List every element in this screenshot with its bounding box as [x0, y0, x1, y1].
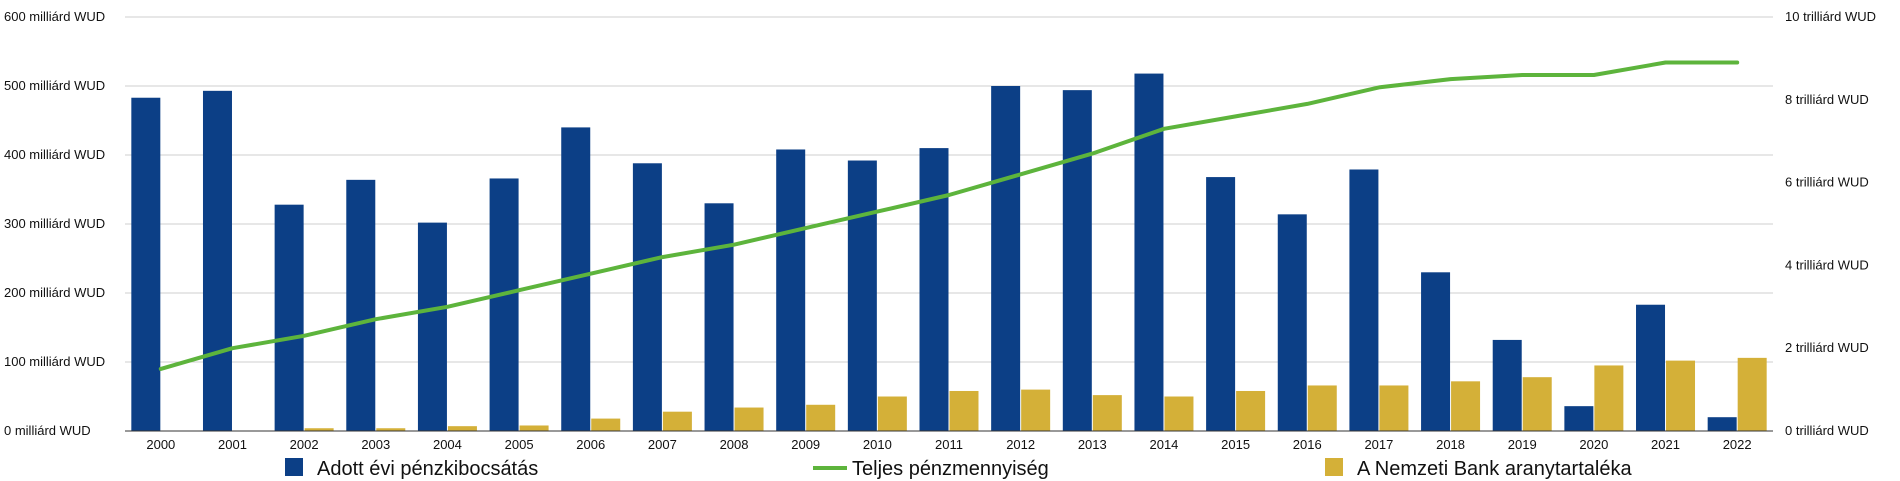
- bar-aranytartalek: [1522, 377, 1552, 431]
- x-tick-label: 2006: [576, 437, 605, 452]
- y-left-tick-label: 300 milliárd WUD: [4, 216, 105, 231]
- x-tick-label: 2016: [1293, 437, 1322, 452]
- y-left-tick-label: 600 milliárd WUD: [4, 9, 105, 24]
- gridlines: [125, 16, 1773, 432]
- bar-aranytartalek: [877, 396, 907, 431]
- y-left-tick-label: 100 milliárd WUD: [4, 354, 105, 369]
- y-right-tick-label: 4 trilliárd WUD: [1785, 257, 1869, 272]
- x-tick-label: 2013: [1078, 437, 1107, 452]
- bars: [131, 73, 1767, 432]
- legend-label: Teljes pénzmennyiség: [852, 458, 1049, 480]
- bar-penzkibocsatas: [1492, 339, 1522, 431]
- x-tick-label: 2005: [505, 437, 534, 452]
- x-tick-label: 2001: [218, 437, 247, 452]
- bar-penzkibocsatas: [1349, 169, 1379, 432]
- bar-aranytartalek: [591, 418, 621, 431]
- bar-aranytartalek: [1021, 389, 1051, 431]
- bar-aranytartalek: [1451, 381, 1481, 431]
- bar-penzkibocsatas: [489, 178, 519, 431]
- x-tick-label: 2014: [1149, 437, 1178, 452]
- bar-aranytartalek: [1164, 396, 1194, 431]
- x-tick-label: 2007: [648, 437, 677, 452]
- bar-penzkibocsatas: [1277, 214, 1307, 431]
- bar-aranytartalek: [949, 390, 979, 431]
- x-tick-label: 2011: [935, 437, 963, 452]
- axes: 0 milliárd WUD 100 milliárd WUD 200 milliá…: [4, 9, 1876, 452]
- x-tick-label: 2003: [361, 437, 390, 452]
- y-left-tick-label: 500 milliárd WUD: [4, 78, 105, 93]
- y-right-tick-label: 2 trilliárd WUD: [1785, 340, 1869, 355]
- bar-aranytartalek: [1737, 357, 1767, 431]
- bar-penzkibocsatas: [1564, 406, 1594, 431]
- bar-aranytartalek: [376, 428, 406, 431]
- legend: Adott évi pénzkibocsátás Teljes pénzmenny…: [285, 458, 1632, 480]
- x-tick-label: 2018: [1436, 437, 1465, 452]
- bar-penzkibocsatas: [919, 148, 949, 431]
- bar-aranytartalek: [1594, 365, 1624, 431]
- bar-aranytartalek: [447, 426, 477, 431]
- bar-penzkibocsatas: [274, 204, 304, 431]
- x-tick-label: 2019: [1508, 437, 1537, 452]
- bar-aranytartalek: [1092, 395, 1122, 431]
- bar-penzkibocsatas: [704, 203, 734, 431]
- bar-aranytartalek: [1307, 385, 1337, 431]
- bar-penzkibocsatas: [1707, 417, 1737, 431]
- legend-label: A Nemzeti Bank aranytartaléka: [1357, 458, 1632, 480]
- bar-penzkibocsatas: [632, 163, 662, 431]
- bar-penzkibocsatas: [847, 160, 877, 431]
- legend-swatch: [1325, 458, 1343, 476]
- y-right-tick-label: 10 trilliárd WUD: [1785, 9, 1876, 24]
- bar-penzkibocsatas: [202, 90, 232, 431]
- x-tick-label: 2004: [433, 437, 462, 452]
- legend-swatch: [285, 458, 303, 476]
- bar-penzkibocsatas: [417, 222, 447, 431]
- y-right-tick-label: 0 trilliárd WUD: [1785, 423, 1869, 438]
- bar-penzkibocsatas: [1636, 304, 1666, 431]
- x-tick-label: 2022: [1723, 437, 1752, 452]
- bar-penzkibocsatas: [776, 149, 806, 432]
- y-right-tick-label: 8 trilliárd WUD: [1785, 92, 1869, 107]
- line-series: [158, 60, 1740, 371]
- bar-penzkibocsatas: [346, 179, 376, 431]
- bar-penzkibocsatas: [991, 86, 1021, 431]
- bar-aranytartalek: [304, 428, 334, 431]
- bar-aranytartalek: [1379, 385, 1409, 431]
- x-tick-label: 2021: [1651, 437, 1680, 452]
- bar-penzkibocsatas: [1421, 272, 1451, 431]
- bar-penzkibocsatas: [1062, 90, 1092, 431]
- x-tick-label: 2008: [720, 437, 749, 452]
- line-teljes-penzmennyiseg: [158, 60, 1740, 371]
- x-tick-label: 2017: [1364, 437, 1393, 452]
- x-tick-label: 2020: [1579, 437, 1608, 452]
- y-left-tick-label: 0 milliárd WUD: [4, 423, 91, 438]
- bar-aranytartalek: [806, 404, 836, 431]
- legend-label: Adott évi pénzkibocsátás: [317, 458, 538, 480]
- y-left-tick-label: 200 milliárd WUD: [4, 285, 105, 300]
- bar-penzkibocsatas: [1206, 177, 1236, 431]
- x-tick-label: 2000: [146, 437, 175, 452]
- x-tick-label: 2010: [863, 437, 892, 452]
- bar-aranytartalek: [1666, 360, 1696, 431]
- bar-aranytartalek: [1236, 390, 1266, 431]
- bar-penzkibocsatas: [131, 97, 161, 431]
- y-left-tick-label: 400 milliárd WUD: [4, 147, 105, 162]
- x-tick-label: 2009: [791, 437, 820, 452]
- bar-penzkibocsatas: [1134, 73, 1164, 431]
- x-tick-label: 2012: [1006, 437, 1035, 452]
- x-tick-label: 2002: [290, 437, 319, 452]
- bar-aranytartalek: [662, 411, 692, 431]
- bar-aranytartalek: [519, 425, 549, 431]
- y-right-tick-label: 6 trilliárd WUD: [1785, 175, 1869, 190]
- bar-aranytartalek: [734, 407, 764, 431]
- x-tick-label: 2015: [1221, 437, 1250, 452]
